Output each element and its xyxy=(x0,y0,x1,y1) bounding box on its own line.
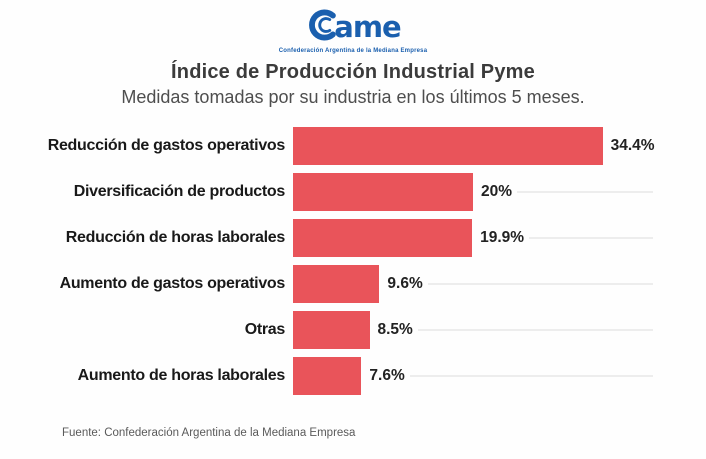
bar-row: Diversificación de productos 20% xyxy=(0,173,706,211)
value-label: 9.6% xyxy=(379,272,428,296)
bar-row: Otras 8.5% xyxy=(0,311,706,349)
bar-row: Aumento de horas laborales 7.6% xyxy=(0,357,706,395)
came-logo: ame Confederación Argentina de la Median… xyxy=(279,7,427,54)
category-label: Aumento de gastos operativos xyxy=(59,275,286,292)
bar-row: Reducción de horas laborales 19.9% xyxy=(0,219,706,257)
category-label: Diversificación de productos xyxy=(73,183,286,200)
bar-row: Reducción de gastos operativos 34.4% xyxy=(0,127,706,165)
category-label: Aumento de horas laborales xyxy=(77,367,286,384)
bar xyxy=(293,265,380,303)
chart-subtitle: Medidas tomadas por su industria en los … xyxy=(121,87,585,107)
came-logo-tagline: Confederación Argentina de la Mediana Em… xyxy=(278,48,428,54)
bar-track: 20% xyxy=(293,173,653,211)
bar-track: 8.5% xyxy=(293,311,653,349)
bar-track: 9.6% xyxy=(293,265,653,303)
row-gridline xyxy=(293,283,653,285)
bar xyxy=(293,127,603,165)
header: ame Confederación Argentina de la Median… xyxy=(0,0,706,108)
category-label: Reducción de horas laborales xyxy=(65,229,286,246)
bar xyxy=(293,311,370,349)
horizontal-bar-chart: Reducción de gastos operativos 34.4% Div… xyxy=(0,127,706,403)
row-gridline xyxy=(293,375,653,377)
bar-track: 19.9% xyxy=(293,219,653,257)
row-gridline xyxy=(293,329,653,331)
chart-title: Índice de Producción Industrial Pyme xyxy=(171,61,535,83)
value-label: 8.5% xyxy=(369,318,418,342)
bar-track: 34.4% xyxy=(293,127,660,165)
category-label: Reducción de gastos operativos xyxy=(47,137,286,154)
value-label: 20% xyxy=(473,180,518,204)
value-label: 19.9% xyxy=(472,226,530,250)
source-note: Fuente: Confederación Argentina de la Me… xyxy=(62,427,356,439)
bar xyxy=(293,357,362,395)
came-logo-mark: ame xyxy=(305,7,402,47)
bar-track: 7.6% xyxy=(293,357,653,395)
category-label: Otras xyxy=(244,321,286,338)
value-label: 34.4% xyxy=(602,134,660,158)
bar xyxy=(293,219,473,257)
value-label: 7.6% xyxy=(361,364,410,388)
came-c-ring-icon xyxy=(305,7,341,47)
bar xyxy=(293,173,473,211)
bar-row: Aumento de gastos operativos 9.6% xyxy=(0,265,706,303)
came-logo-text: ame xyxy=(334,9,401,44)
